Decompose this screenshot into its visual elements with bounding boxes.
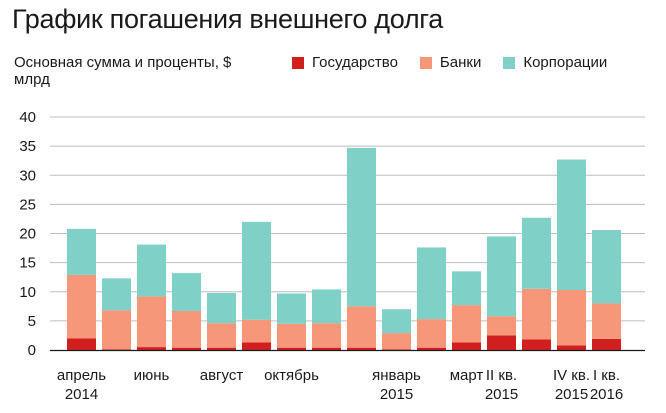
x-tick-label-2-line-0: август	[200, 367, 244, 384]
y-tick-label-20: 20	[19, 226, 36, 243]
bar-12-series-2	[487, 236, 516, 317]
x-tick-label-6-line-1: 2015	[485, 386, 518, 403]
x-tick-label-3: октябрь	[264, 367, 319, 384]
x-tick-label-8-line-1: 2016	[590, 386, 623, 403]
y-axis-label: Основная сумма и проценты, $ млрд	[14, 54, 232, 88]
bar-6-series-2	[277, 293, 306, 324]
y-tick-label-25: 25	[19, 196, 36, 213]
bar-9-series-0	[382, 349, 411, 350]
bar-7-series-0	[312, 347, 341, 350]
bar-2-series-0	[137, 347, 166, 350]
bar-8-series-0	[347, 347, 376, 350]
legend-item-banks: Банки	[419, 54, 482, 71]
legend-item-corporations: Корпорации	[503, 54, 607, 71]
bar-15-series-2	[592, 230, 621, 304]
bar-15-series-1	[592, 303, 621, 339]
x-tick-label-8: I кв. 2016	[590, 367, 623, 403]
y-tick-label-40: 40	[19, 109, 36, 126]
chart-title: График погашения внешнего долга	[12, 4, 443, 34]
bar-4-series-2	[207, 292, 236, 324]
bar-5-series-1	[242, 319, 271, 343]
legend-swatch-corporations	[503, 56, 516, 69]
legend-swatch-state	[292, 56, 304, 69]
bar-3-series-0	[172, 347, 201, 350]
legend-label-state: Государство	[312, 54, 398, 71]
bar-6-series-0	[277, 347, 306, 350]
bar-4-series-1	[207, 323, 236, 348]
y-tick-label-15: 15	[19, 255, 36, 272]
x-tick-label-0-line-0: апрель	[57, 367, 106, 384]
bar-0-series-1	[67, 274, 96, 339]
bar-3-series-2	[172, 273, 201, 311]
x-tick-label-3-line-0: октябрь	[264, 367, 319, 384]
x-tick-label-4-line-1: 2015	[380, 386, 413, 403]
bar-4-series-0	[207, 347, 236, 350]
x-tick-label-4-line-0: январь	[372, 367, 421, 384]
y-tick-label-30: 30	[19, 167, 36, 184]
legend-item-state: Государство	[292, 54, 398, 71]
x-tick-label-0: апрель 2014	[57, 367, 106, 403]
bar-13-series-2	[522, 217, 551, 289]
bar-5-series-2	[242, 221, 271, 320]
x-tick-label-2: август	[200, 367, 244, 384]
bar-7-series-1	[312, 323, 341, 348]
bar-14-series-0	[557, 345, 586, 350]
bar-11-series-0	[452, 342, 481, 350]
bar-12-series-1	[487, 316, 516, 336]
legend-label-banks: Банки	[439, 54, 482, 71]
y-tick-label-5: 5	[28, 313, 36, 330]
bar-12-series-0	[487, 335, 516, 350]
x-tick-label-1-line-0: июнь	[134, 367, 170, 384]
legend-label-corporations: Корпорации	[523, 54, 608, 71]
x-tick-label-6-line-0: II кв.	[486, 367, 517, 384]
x-tick-label-7-line-1: 2015	[555, 386, 588, 403]
bar-13-series-0	[522, 339, 551, 350]
bar-13-series-1	[522, 288, 551, 340]
x-tick-label-5: март	[450, 367, 484, 384]
bar-1-series-0	[102, 349, 131, 350]
y-tick-label-35: 35	[19, 138, 36, 155]
x-tick-label-0-line-1: 2014	[65, 386, 98, 403]
bar-0-series-2	[67, 228, 96, 275]
bar-1-series-1	[102, 310, 131, 350]
bar-11-series-2	[452, 271, 481, 306]
x-tick-label-1: июнь	[134, 367, 170, 384]
bar-14-series-2	[557, 159, 586, 291]
bar-9-series-2	[382, 309, 411, 334]
x-tick-label-6: II кв. 2015	[485, 367, 518, 403]
legend-swatch-banks	[419, 56, 432, 69]
bar-7-series-2	[312, 289, 341, 324]
bar-6-series-1	[277, 323, 306, 348]
bar-8-series-2	[347, 147, 376, 307]
x-tick-label-5-line-0: март	[450, 367, 484, 384]
bar-14-series-1	[557, 290, 586, 346]
x-tick-label-7-line-0: IV кв.	[553, 367, 590, 384]
bar-15-series-0	[592, 338, 621, 350]
bar-3-series-1	[172, 310, 201, 348]
bar-10-series-1	[417, 319, 446, 348]
bar-11-series-1	[452, 305, 481, 343]
bar-10-series-0	[417, 347, 446, 350]
bar-10-series-2	[417, 247, 446, 320]
legend: Государство Банки Корпорации	[292, 54, 629, 71]
bar-0-series-0	[67, 338, 96, 350]
bar-9-series-1	[382, 333, 411, 350]
x-tick-label-7: IV кв. 2015	[553, 367, 590, 403]
bar-2-series-2	[137, 244, 166, 297]
y-tick-label-10: 10	[19, 284, 36, 301]
y-tick-label-0: 0	[28, 342, 36, 359]
bar-1-series-2	[102, 278, 131, 311]
x-tick-label-8-line-0: I кв.	[593, 367, 620, 384]
bar-2-series-1	[137, 296, 166, 348]
bar-8-series-1	[347, 306, 376, 348]
bar-5-series-0	[242, 342, 271, 350]
x-tick-label-4: январь 2015	[372, 367, 421, 403]
